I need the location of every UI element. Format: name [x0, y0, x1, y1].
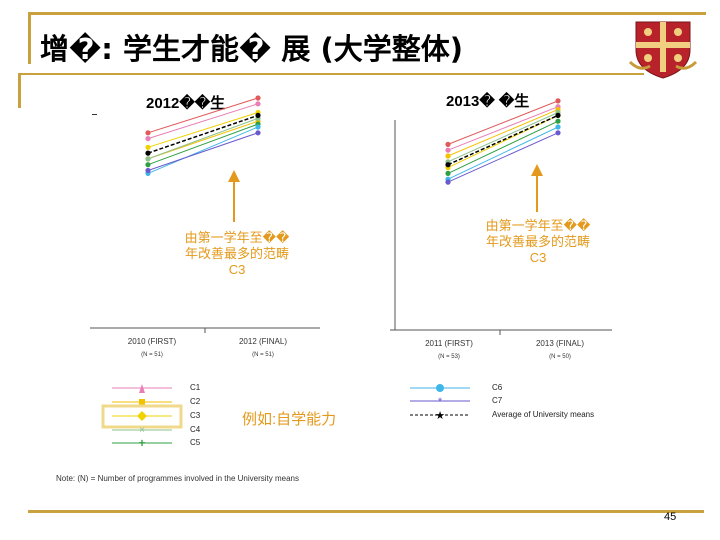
left-rule-upper [28, 12, 31, 64]
crest-shield-icon [628, 21, 698, 79]
data-point-c3-0 [145, 144, 151, 150]
series-line-c3 [147, 112, 259, 148]
legend-avg-star-icon: ★ [435, 410, 445, 422]
series-line-other [147, 97, 259, 134]
data-point-c7-0 [145, 167, 151, 174]
legend-right-markers: * ★ [410, 384, 470, 422]
legend-c2-square-icon [139, 399, 145, 405]
series-line-c3 [447, 114, 559, 169]
right-plot [445, 98, 561, 185]
example-label: 例如:自学能力 [242, 411, 337, 428]
right-annotation-line3: C3 [529, 250, 547, 265]
series-line-c2 [447, 109, 559, 157]
right-annotation-line2: 年改善最多的范畴 [485, 234, 590, 249]
legend-c4-x-icon: × [139, 425, 145, 436]
left-annotation-line2: 年改善最多的范畴 [184, 246, 289, 261]
left-annotation-line1: 由第一学年至�� [184, 230, 290, 245]
series-line-c6 [147, 126, 259, 174]
series-line-c4 [447, 112, 559, 163]
data-point-c7-1 [555, 130, 561, 136]
right-x-tick-first: 2011 (FIRST) [425, 339, 473, 348]
left-cohort-title: 2012��生 [146, 95, 226, 112]
right-annotation: 由第一学年至�� 年改善最多的范畴 C3 [472, 218, 604, 266]
left-n-first: (N = 51) [141, 352, 163, 358]
legend-c5-plus-icon: + [138, 436, 145, 450]
legend-c4-label: C4 [190, 425, 201, 434]
legend-c5-label: C5 [190, 438, 201, 447]
bottom-rule [28, 510, 704, 513]
right-n-first: (N = 53) [438, 354, 460, 360]
title-underline [18, 73, 644, 75]
page-number: 45 [664, 511, 677, 523]
legend-c2-label: C2 [190, 397, 201, 406]
series-line-c6 [447, 126, 559, 180]
left-x-tick-final: 2012 (FINAL) [238, 337, 288, 346]
right-n-final: (N = 50) [549, 354, 571, 360]
series-line-average-of-university-means [447, 114, 559, 166]
series-line-c7 [447, 132, 559, 183]
legend-c7-label: C7 [492, 396, 503, 405]
data-point-other-0 [445, 141, 451, 147]
left-arrowhead-icon [228, 170, 240, 182]
top-rule [30, 12, 706, 15]
data-point-other-1 [555, 98, 561, 104]
left-x-tick-first: 2010 (FIRST) [127, 337, 177, 346]
data-point-c5-0 [145, 162, 151, 168]
data-point-average-of-university-means-0 [145, 150, 151, 156]
data-point-c1-1 [255, 101, 261, 107]
data-point-average-of-university-means-0 [445, 162, 451, 168]
legend-left-markers: × + [101, 384, 183, 450]
legend-c6-label: C6 [492, 383, 503, 392]
right-annotation-line1: 由第一学年至�� [485, 218, 591, 233]
left-plot [145, 95, 261, 176]
data-point-c2-0 [445, 153, 451, 159]
data-point-c1-0 [145, 136, 151, 142]
data-point-other-0 [145, 130, 151, 136]
data-point-other-1 [255, 95, 261, 101]
data-point-c5-1 [555, 118, 561, 124]
data-point-c6-1 [555, 124, 561, 130]
series-line-c1 [447, 106, 559, 151]
legend-c3-label: C3 [190, 411, 201, 420]
legend-c1-label: C1 [190, 383, 201, 392]
left-annotation-line3: C3 [228, 262, 246, 277]
data-point-c7-0 [445, 179, 451, 185]
data-point-c4-0 [145, 156, 151, 162]
legend-c3-highlight-box [101, 404, 183, 429]
legend-avg-label: Average of University means [492, 410, 595, 419]
legend-c1-triangle-icon [139, 384, 145, 393]
left-rule-lower [18, 74, 21, 108]
data-point-average-of-university-means-1 [255, 112, 261, 118]
data-point-c5-0 [445, 170, 451, 176]
series-line-c7 [147, 132, 259, 171]
series-line-average-of-university-means [147, 114, 259, 154]
left-n-final: (N = 51) [252, 352, 274, 358]
series-line-c5 [147, 123, 259, 166]
series-line-c1 [147, 103, 259, 140]
series-line-other [447, 100, 559, 145]
right-arrowhead-icon [531, 164, 543, 176]
left-annotation: 由第一学年至�� 年改善最多的范畴 C3 [172, 230, 302, 278]
legend-c6-circle-icon [436, 384, 444, 392]
right-cohort-title: 2013� �生 [446, 93, 530, 110]
legend-c7-asterisk-icon: * [438, 396, 443, 408]
data-point-c7-1 [255, 130, 261, 136]
slide-title: 增�: 学生才能� 展 (大学整体) [40, 32, 463, 66]
legend-c3-diamond-icon [137, 411, 147, 421]
footnote: Note: (N) = Number of programmes involve… [56, 474, 299, 483]
data-point-c1-0 [445, 147, 451, 153]
series-line-c5 [447, 120, 559, 174]
axis-tick-mark [92, 114, 97, 115]
right-x-tick-final: 2013 (FINAL) [535, 339, 585, 348]
data-point-c6-1 [255, 124, 261, 130]
series-line-c4 [147, 117, 259, 160]
data-point-average-of-university-means-1 [555, 112, 561, 118]
